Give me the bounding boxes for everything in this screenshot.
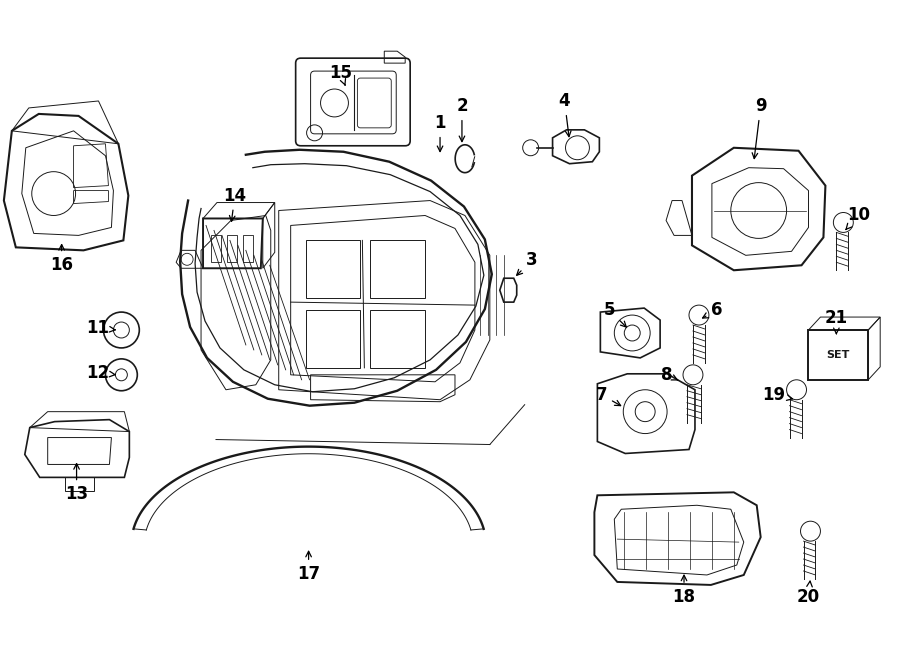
Text: 4: 4 xyxy=(559,92,571,136)
Text: 3: 3 xyxy=(517,252,537,275)
Text: 16: 16 xyxy=(50,244,73,274)
Text: 20: 20 xyxy=(796,581,820,606)
Text: 11: 11 xyxy=(86,319,115,337)
Text: 8: 8 xyxy=(662,366,678,384)
Text: 7: 7 xyxy=(596,386,621,406)
Text: 2: 2 xyxy=(456,97,468,142)
Text: 13: 13 xyxy=(65,463,88,503)
Text: 10: 10 xyxy=(846,207,869,230)
Text: 18: 18 xyxy=(672,575,696,606)
Text: 17: 17 xyxy=(297,551,320,583)
Text: 1: 1 xyxy=(435,114,446,152)
Text: 14: 14 xyxy=(223,187,247,221)
Text: 9: 9 xyxy=(752,97,767,159)
Text: 6: 6 xyxy=(703,301,723,319)
Text: 19: 19 xyxy=(762,386,793,404)
Text: SET: SET xyxy=(827,350,850,360)
Text: 12: 12 xyxy=(86,364,115,382)
Text: 15: 15 xyxy=(329,64,352,85)
Text: 5: 5 xyxy=(604,301,626,327)
Text: 21: 21 xyxy=(824,309,848,334)
